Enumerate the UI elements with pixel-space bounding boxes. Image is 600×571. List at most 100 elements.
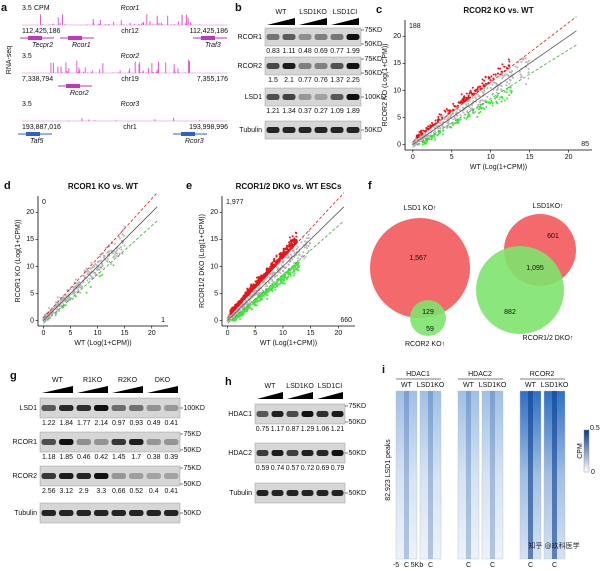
band-quant: 0.87 [286,426,300,433]
band-quant: 0.48 [298,48,312,55]
scatter-dot-up [503,65,506,68]
scatter-dot-up [467,94,470,97]
venn-set-b [476,246,564,334]
scatter-dot-down [508,94,511,97]
scatter-dot-down [487,101,490,104]
scatter-dot [88,271,91,274]
scatter-dot [75,284,78,287]
scatter-dot [519,73,522,76]
x-tick-label: 0 [41,330,45,337]
scatter-dot-down [509,86,512,89]
scatter-dot-down [282,282,285,285]
plot-title: RCOR1/2 DKO vs. WT ESCs [236,182,342,191]
up-count: 1,977 [226,199,244,206]
scatter-dot-down [298,265,301,268]
band-quant: 2.14 [94,420,108,427]
scatter-dot-down [264,291,267,294]
scatter-dot [78,285,81,288]
scatter-dot [60,299,63,302]
scatter-dot [527,59,530,62]
scatter-dot-up [231,308,234,311]
blot-band [286,450,299,456]
blot-band [271,411,284,417]
scatter-dot-down [459,118,462,121]
coord-chrom: chr1 [123,124,137,131]
y-tick-label: 20 [393,33,401,40]
scatter-dot-up [259,277,262,280]
scatter-dot [297,257,300,260]
signal-bar [68,68,70,73]
dose-wedge [331,18,359,25]
band-quant: 0.57 [286,465,300,472]
dose-wedge [299,18,327,25]
scatter-dot-up [470,92,473,95]
scatter-dot [269,272,272,275]
scatter-dot-up [249,284,252,287]
scatter-dot-down [293,272,296,275]
blot-band [94,439,109,445]
scatter-dot-up [447,109,450,112]
coord-start: 112,425,186 [22,28,61,35]
scatter-dot [95,264,98,267]
scatter-dot-down [463,116,466,119]
signal-bar [178,72,180,73]
signal-bar [142,71,144,73]
blot-band [41,439,56,445]
scatter-dot [489,86,492,89]
signal-bar [77,72,79,73]
heatmap [395,390,418,560]
track-scale: 3.5 [22,101,32,108]
scatter-dot-up [415,134,418,137]
scatter-dot-up [288,241,291,244]
blot-band [146,510,161,516]
scatter-dot-up [275,262,278,265]
signal-bar [184,72,186,73]
scatter-dot-up [231,310,234,313]
scatter-dot [441,115,444,118]
signal-bar [88,119,90,121]
scatter-dot-down [250,307,253,310]
signal-bar [128,70,130,73]
scatter-dot-down [256,299,259,302]
dose-wedge [147,386,178,393]
group-label: RCOR2 [530,371,555,378]
x-axis-label: WT (Log(1+CPM)) [470,164,527,171]
dose-wedge [257,392,283,399]
signal-bar [60,66,62,73]
group-label: R1KO [83,377,103,384]
scatter-dot-up [282,249,285,252]
scatter-dot-down [276,282,279,285]
band-quant: 2.56 [42,488,56,495]
scatter-dot-down [479,110,482,113]
band-quant: 0.52 [129,488,143,495]
gene-exon [28,36,42,40]
scatter-dot [474,96,477,99]
scatter-dot [291,250,294,253]
scatter-dot [474,111,477,114]
heatmap-tick: -5 [393,562,399,569]
signal-bar [113,21,115,25]
scatter-dot [500,88,503,91]
scatter-dot-up [246,295,249,298]
scatter-dot-down [491,101,494,104]
scatter-dot [469,109,472,112]
signal-bar [161,24,163,25]
blot-band [129,405,144,411]
scatter-dot-up [460,101,463,104]
scatter-dot-down [427,138,430,141]
scatter-dot-down [267,288,270,291]
scatter-dot [293,252,296,255]
scatter-dot-up [476,87,479,90]
scatter-dot-down [485,105,488,108]
gene-label: Traf3 [205,42,221,49]
signal-bar [156,15,158,25]
signal-bar [87,72,89,73]
track-gene: Rcor2 [121,53,140,60]
band-quant: 0.72 [301,465,315,472]
scatter-dot-down [55,312,58,315]
band-quant: 1.17 [271,426,285,433]
signal-bar [185,23,187,25]
scatter-dot [65,294,68,297]
scatter-dot-up [452,102,455,105]
scatter-dot [277,263,280,266]
